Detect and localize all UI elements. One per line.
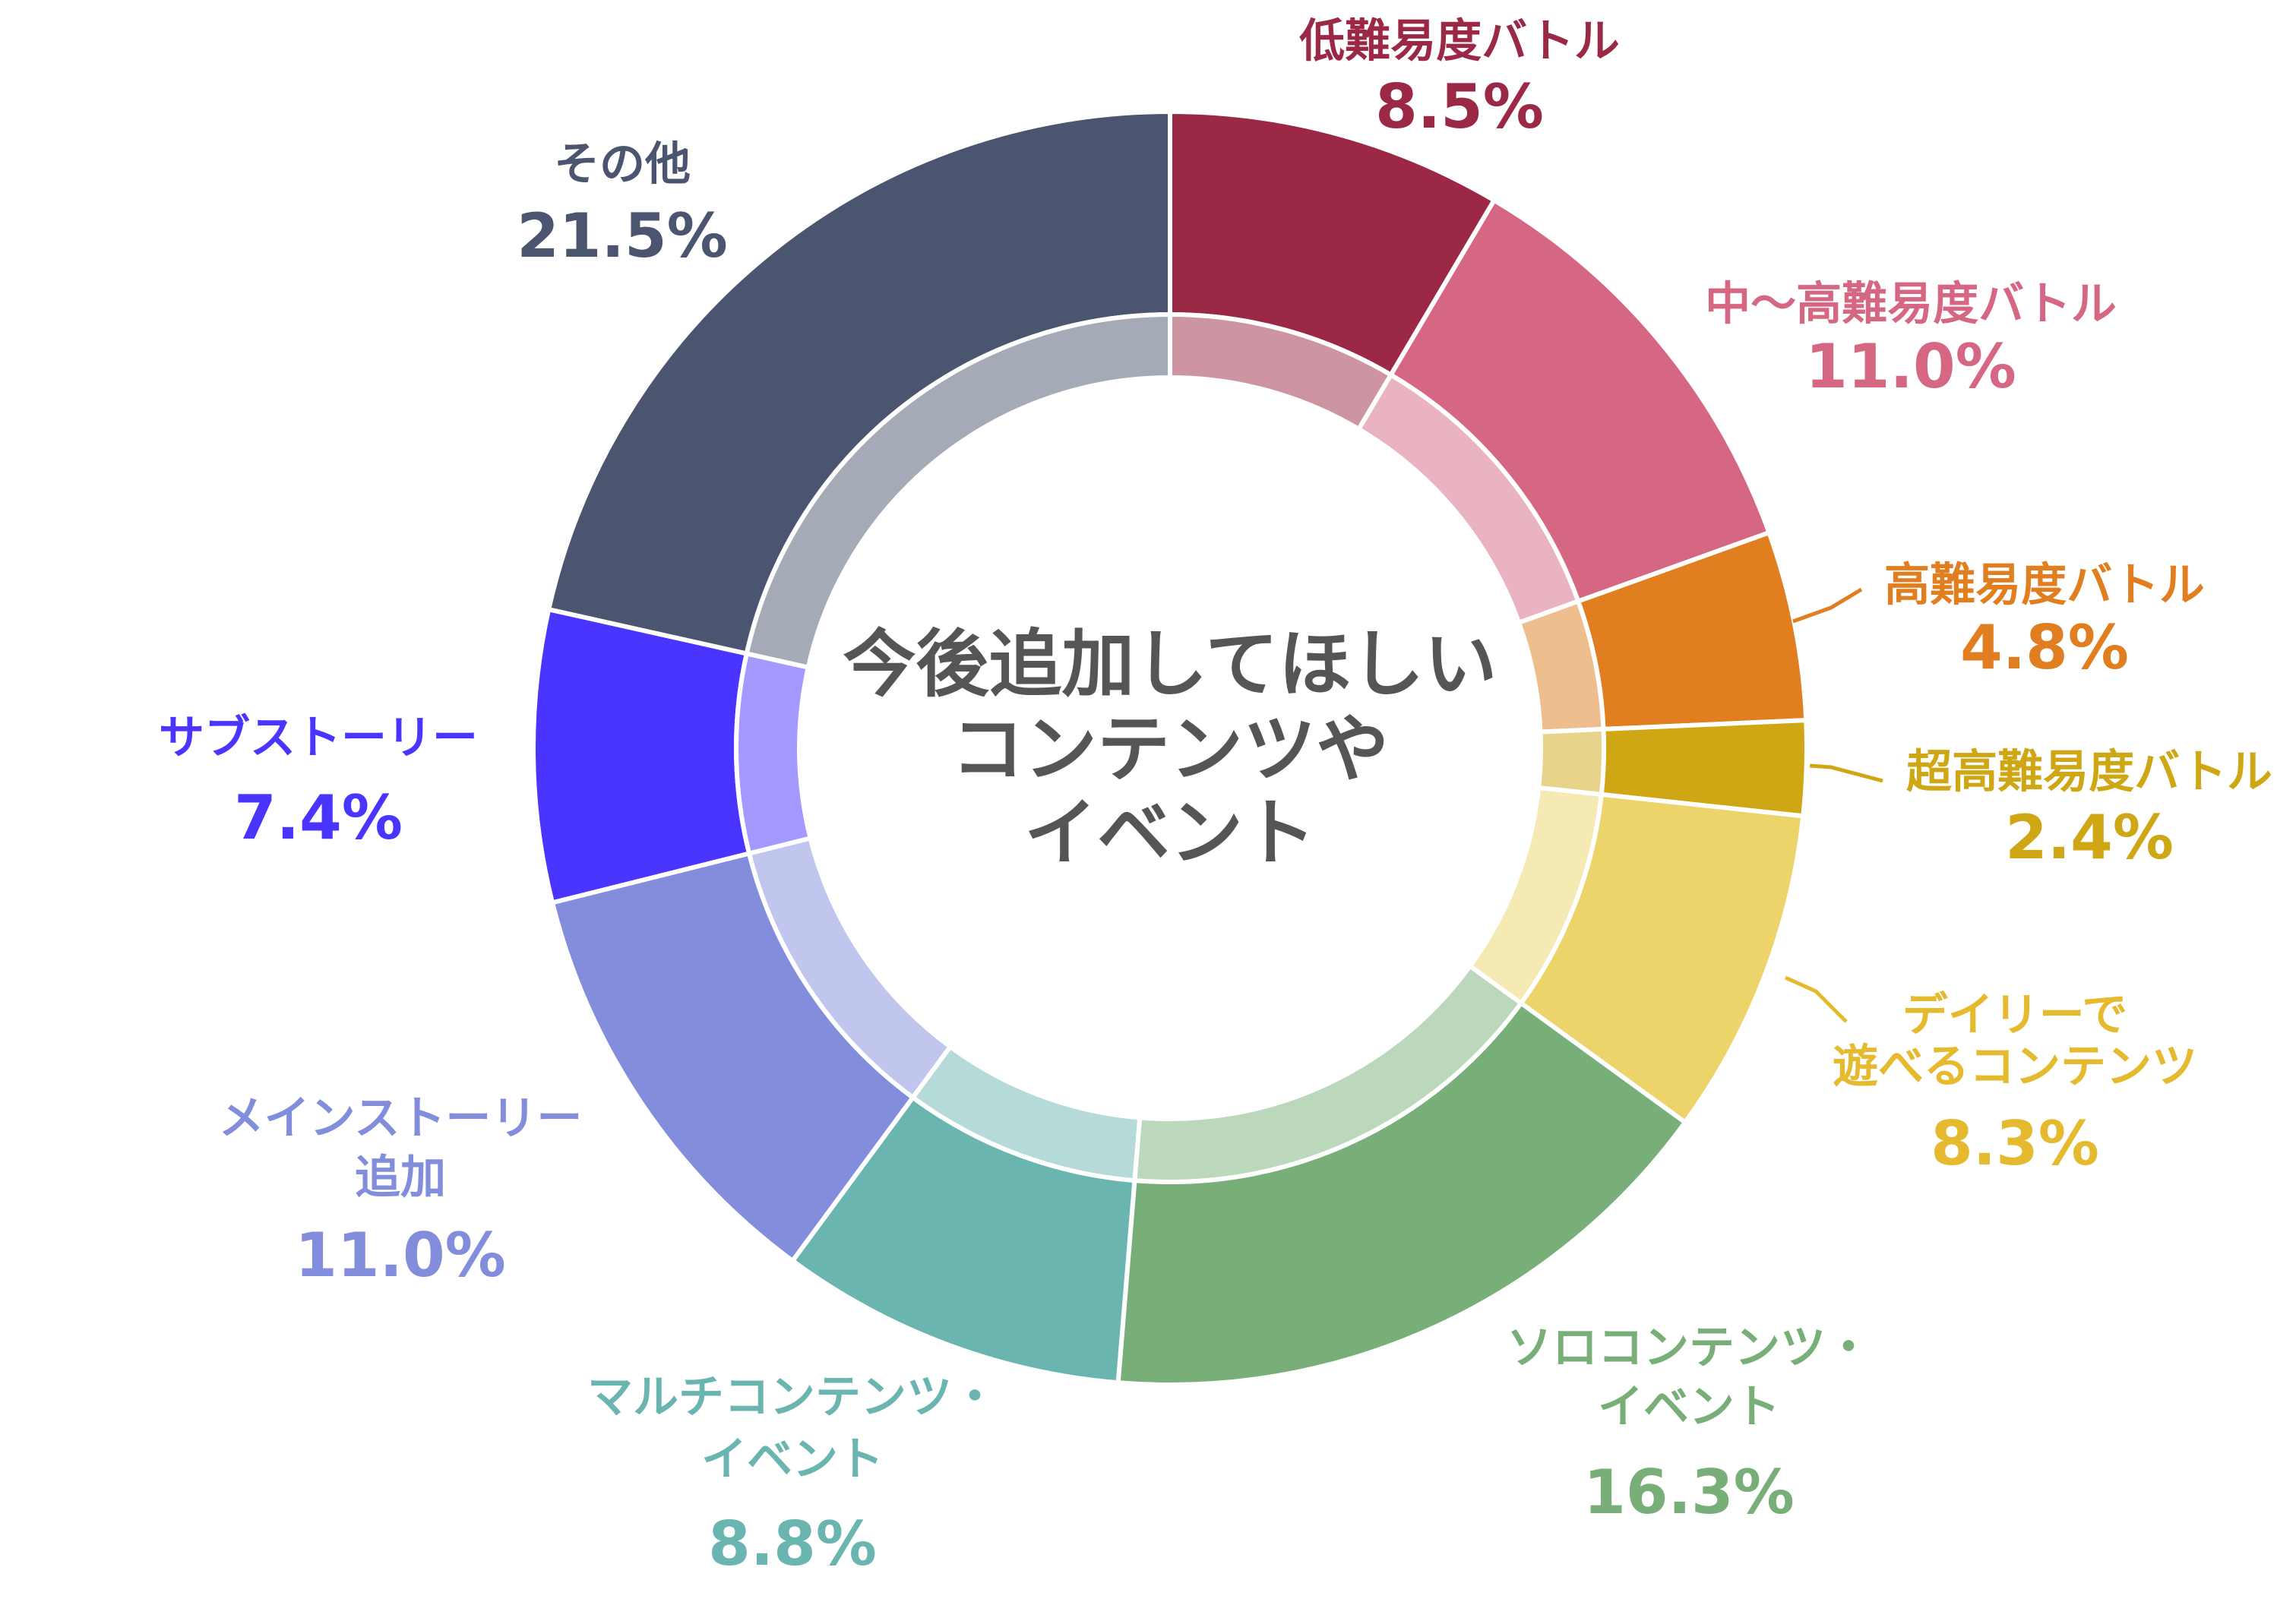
slice-label-6-line-1: イベント: [701, 1433, 884, 1487]
slice-inner-ring-3: [1535, 726, 1606, 798]
center-title: 今後追加してほしい コンテンツや イベント: [843, 621, 1497, 875]
leader-line-4: [1784, 975, 1848, 1023]
slice-label-7-line-0: メインストーリー: [219, 1092, 583, 1145]
slice-label-1-line-0: 中〜高難易度バトル: [1705, 278, 2117, 331]
slice-8: [531, 606, 752, 905]
slice-value-label-8: 7.4%: [234, 782, 403, 853]
slice-value-label-2: 4.8%: [1960, 612, 2129, 683]
center-title-line-2: コンテンツや: [951, 706, 1389, 792]
slice-value-label-5: 16.3%: [1583, 1457, 1795, 1528]
leader-line-3: [1809, 763, 1883, 783]
slice-label-3-line-0: 超高難易度バトル: [1906, 746, 2272, 799]
slice-value-label-3: 2.4%: [2005, 802, 2174, 873]
slice-value-label-7: 11.0%: [295, 1220, 506, 1291]
leader-lines: [1784, 587, 1883, 1023]
slice-label-5-line-1: イベント: [1598, 1381, 1780, 1434]
slice-label-4-line-0: デイリーで: [1902, 989, 2127, 1042]
slice-value-label-6: 8.8%: [708, 1509, 877, 1579]
slice-value-label-1: 11.0%: [1805, 331, 2016, 402]
center-title-line-1: 今後追加してほしい: [843, 621, 1497, 706]
slice-inner-ring-9: [744, 311, 1172, 671]
slice-value-label-9: 21.5%: [517, 201, 728, 271]
slice-labels: 低難易度バトル8.5%中〜高難易度バトル11.0%高難易度バトル4.8%超高難易…: [159, 15, 2272, 1579]
slice-label-2-line-0: 高難易度バトル: [1884, 559, 2205, 612]
center-title-line-3: イベント: [1024, 790, 1316, 875]
slice-label-9-line-0: その他: [554, 138, 691, 191]
slice-label-0-line-0: 低難易度バトル: [1299, 15, 1620, 68]
slice-value-label-0: 8.5%: [1375, 71, 1544, 142]
slices: [531, 109, 1809, 1387]
slice-inner-ring-8: [734, 650, 814, 857]
slice-label-7-line-1: 追加: [355, 1152, 446, 1205]
slice-label-5-line-0: ソロコンテンツ・: [1507, 1322, 1871, 1375]
slice-label-6-line-0: マルチコンテンツ・: [587, 1371, 998, 1424]
slice-label-4-line-1: 遊べるコンテンツ: [1833, 1041, 2197, 1094]
leader-line-2: [1792, 587, 1863, 624]
slice-label-8-line-0: サブストーリー: [159, 712, 478, 765]
slice-value-label-4: 8.3%: [1931, 1108, 2099, 1179]
